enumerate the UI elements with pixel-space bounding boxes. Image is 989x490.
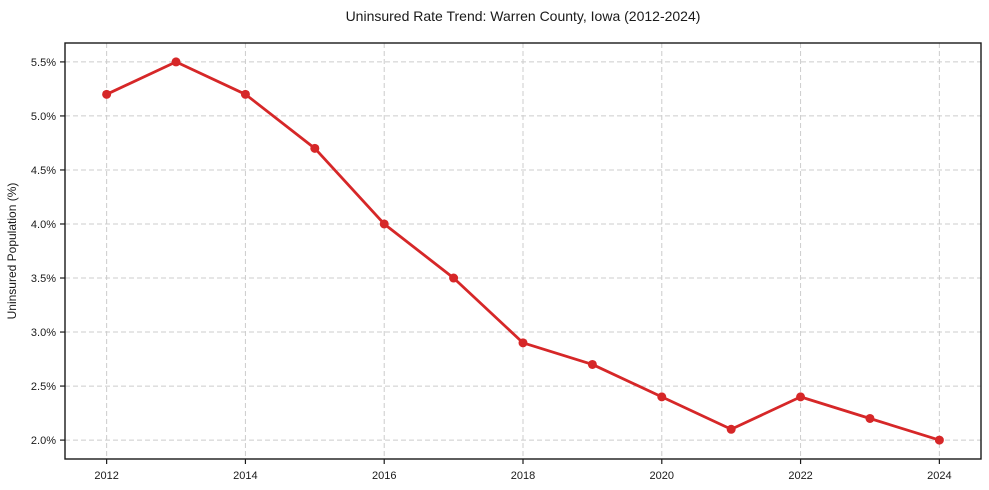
x-tick-label: 2014 <box>233 470 257 482</box>
gridlines <box>65 43 981 459</box>
data-point-marker <box>518 338 528 348</box>
data-point-marker <box>240 89 250 99</box>
data-point-marker <box>102 89 112 99</box>
x-tick-label: 2016 <box>372 470 396 482</box>
data-point-marker <box>796 392 806 402</box>
y-tick-label: 2.5% <box>31 381 56 393</box>
data-point-marker <box>657 392 667 402</box>
axis-ticks <box>60 61 940 464</box>
y-axis-label: Uninsured Population (%) <box>5 183 19 320</box>
data-point-marker <box>379 219 389 229</box>
y-tick-label: 5.0% <box>31 111 56 123</box>
plot-area: 2.0% 2.5% 3.0% 3.5% 4.0% 4.5% 5.0% 5.5% 2012 2014… <box>31 42 982 482</box>
plot-frame <box>64 42 982 460</box>
data-point-marker <box>865 413 875 423</box>
y-tick-label: 4.5% <box>31 165 56 177</box>
y-tick-label: 3.0% <box>31 327 56 339</box>
data-point-marker <box>934 435 944 445</box>
chart-title: Uninsured Rate Trend: Warren County, Iow… <box>346 8 701 24</box>
y-tick-label: 5.5% <box>31 57 56 69</box>
y-tick-label: 3.5% <box>31 273 56 285</box>
y-tick-label: 2.0% <box>31 435 56 447</box>
data-point-marker <box>310 143 320 153</box>
x-tick-label: 2020 <box>650 470 674 482</box>
x-tick-label: 2018 <box>511 470 535 482</box>
x-tick-label: 2024 <box>927 470 951 482</box>
data-point-marker <box>171 57 181 67</box>
y-tick-label: 4.0% <box>31 219 56 231</box>
data-point-marker <box>587 359 597 369</box>
data-point-marker <box>726 424 736 434</box>
x-tick-label: 2022 <box>788 470 812 482</box>
data-point-marker <box>449 273 459 283</box>
x-tick-label: 2012 <box>94 470 118 482</box>
